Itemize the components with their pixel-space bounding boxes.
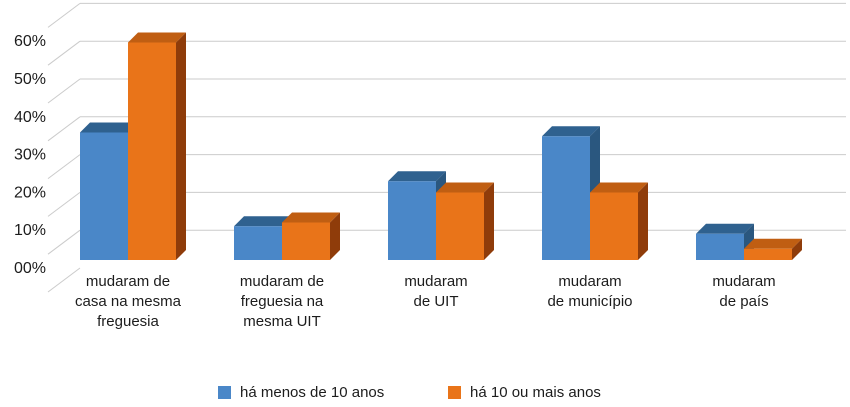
bar-front-face [744,248,792,260]
bar-front-face [80,132,128,260]
bar-front-face [234,226,282,260]
legend-item-ha-menos-de-10-anos: há menos de 10 anos [218,384,384,401]
legend-swatch-blue [218,386,231,399]
category-label-1: mudaram de casa na mesma freguesia [75,273,182,330]
gridline-sidewall [47,40,81,66]
bar-side-face [176,32,186,260]
bar-ha-10-ou-mais-anos-group-2 [282,212,340,260]
bar-top-face [282,212,340,223]
bar-ha-menos-de-10-anos-group-3 [388,171,446,260]
y-tick-label: 10% [14,222,46,239]
bar-ha-10-ou-mais-anos-group-5 [744,238,802,260]
legend-label-ha-10-ou-mais-anos: há 10 ou mais anos [470,384,601,401]
legend-label-ha-menos-de-10-anos: há menos de 10 anos [240,384,385,401]
bar-side-face [330,212,340,260]
legend-swatch-orange [448,386,461,399]
bar-top-face [388,171,446,182]
bar-top-face [234,216,292,227]
y-tick-label: 40% [14,109,46,126]
bar-ha-menos-de-10-anos-group-2 [234,216,292,260]
legend-item-ha-10-ou-mais-anos: há 10 ou mais anos [448,384,601,401]
bar-side-face [484,182,494,260]
bar-top-face [696,223,754,234]
gridline-sidewall [47,3,81,28]
bar-top-face [436,182,494,193]
bar-top-face [80,122,138,133]
bar-side-face [638,182,648,260]
gridline-sidewall [47,154,81,180]
y-tick-label: 60% [14,33,46,50]
y-tick-label: 00% [14,260,46,277]
bar-top-face [128,32,186,43]
category-label-4: mudaram de município [547,273,632,310]
bar-side-face [792,238,802,260]
category-label-5: mudaram de país [712,273,775,310]
gridline-sidewall [47,229,81,255]
bar-front-face [696,233,744,260]
bar-front-face [282,222,330,260]
bar-top-face [590,182,648,193]
bar-front-face [590,192,638,260]
bar-front-face [436,192,484,260]
bar-front-face [542,136,590,260]
bar-front-face [388,181,436,260]
bar-top-face [542,126,600,137]
y-axis: 00% 10% 20% 30% 40% 50% 60% [14,2,846,293]
bar-ha-10-ou-mais-anos-group-1 [128,32,186,260]
bar-ha-menos-de-10-anos-group-5 [696,223,754,260]
bar-front-face [128,42,176,260]
gridline-sidewall [47,191,81,217]
y-tick-label: 50% [14,71,46,88]
chart-canvas: 00% 10% 20% 30% 40% 50% 60% mudaram de casa na m… [14,2,846,330]
gridline-sidewall [47,78,81,104]
bar-ha-10-ou-mais-anos-group-3 [436,182,494,260]
gridline-sidewall [47,267,81,293]
category-label-3: mudaram de UIT [404,273,467,310]
chart-legend: há menos de 10 anos há 10 ou mais anos [0,384,850,406]
bar-top-face [744,238,802,249]
gridline-sidewall [47,116,81,142]
bar-ha-10-ou-mais-anos-group-4 [590,182,648,260]
category-label-2: mudaram de freguesia na mesma UIT [240,273,324,330]
y-tick-label: 20% [14,184,46,201]
y-tick-label: 30% [14,147,46,164]
